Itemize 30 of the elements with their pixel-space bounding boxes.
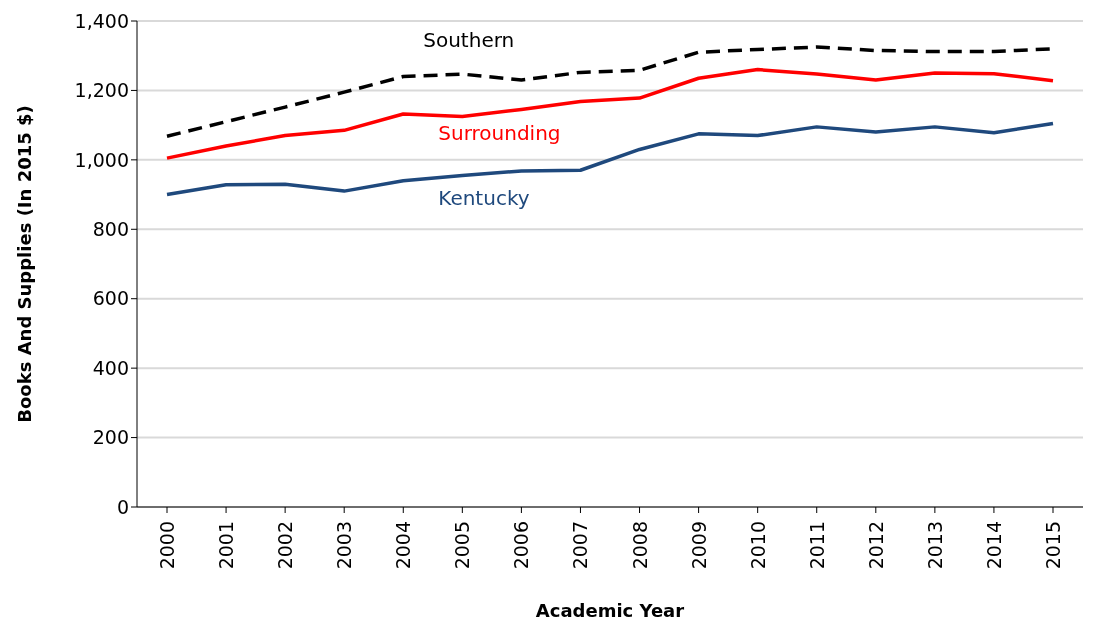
x-tick-label: 2004 — [392, 521, 415, 570]
x-tick-label: 2000 — [156, 521, 178, 570]
y-tick-label: 1,400 — [74, 9, 129, 32]
series-label: Southern — [423, 27, 515, 52]
x-tick-label: 2005 — [451, 521, 474, 570]
x-tick-label: 2014 — [982, 521, 1005, 570]
y-tick-label: 600 — [92, 287, 129, 310]
x-tick-label: 2011 — [805, 521, 828, 570]
y-tick-label: 200 — [92, 426, 129, 449]
x-tick-label: 2006 — [510, 521, 533, 570]
x-tick-label: 2013 — [923, 521, 946, 570]
line-series — [165, 67, 1055, 160]
x-tick-label: 2003 — [333, 521, 356, 570]
y-tick-label: 400 — [92, 356, 129, 379]
x-tick-label: 2008 — [628, 521, 651, 570]
series-label: Kentucky — [438, 185, 530, 210]
x-tick-label: 2010 — [746, 521, 769, 570]
y-axis-title: Books And Supplies (In 2015 $) — [13, 105, 35, 423]
y-tick-label: 1,200 — [74, 79, 129, 102]
x-tick-label: 2012 — [864, 521, 887, 570]
x-tick-label: 2009 — [687, 521, 710, 570]
x-tick-label: 2002 — [274, 521, 297, 570]
x-axis-title: Academic Year — [535, 600, 685, 619]
y-tick-label: 0 — [116, 495, 129, 518]
y-tick-label: 800 — [92, 218, 129, 241]
x-tick-label: 2001 — [215, 521, 238, 570]
series-label: Surrounding — [438, 121, 561, 146]
y-tick-label: 1,000 — [74, 148, 129, 171]
x-tick-label: 2007 — [569, 521, 592, 570]
x-tick-label: 2015 — [1042, 521, 1064, 570]
